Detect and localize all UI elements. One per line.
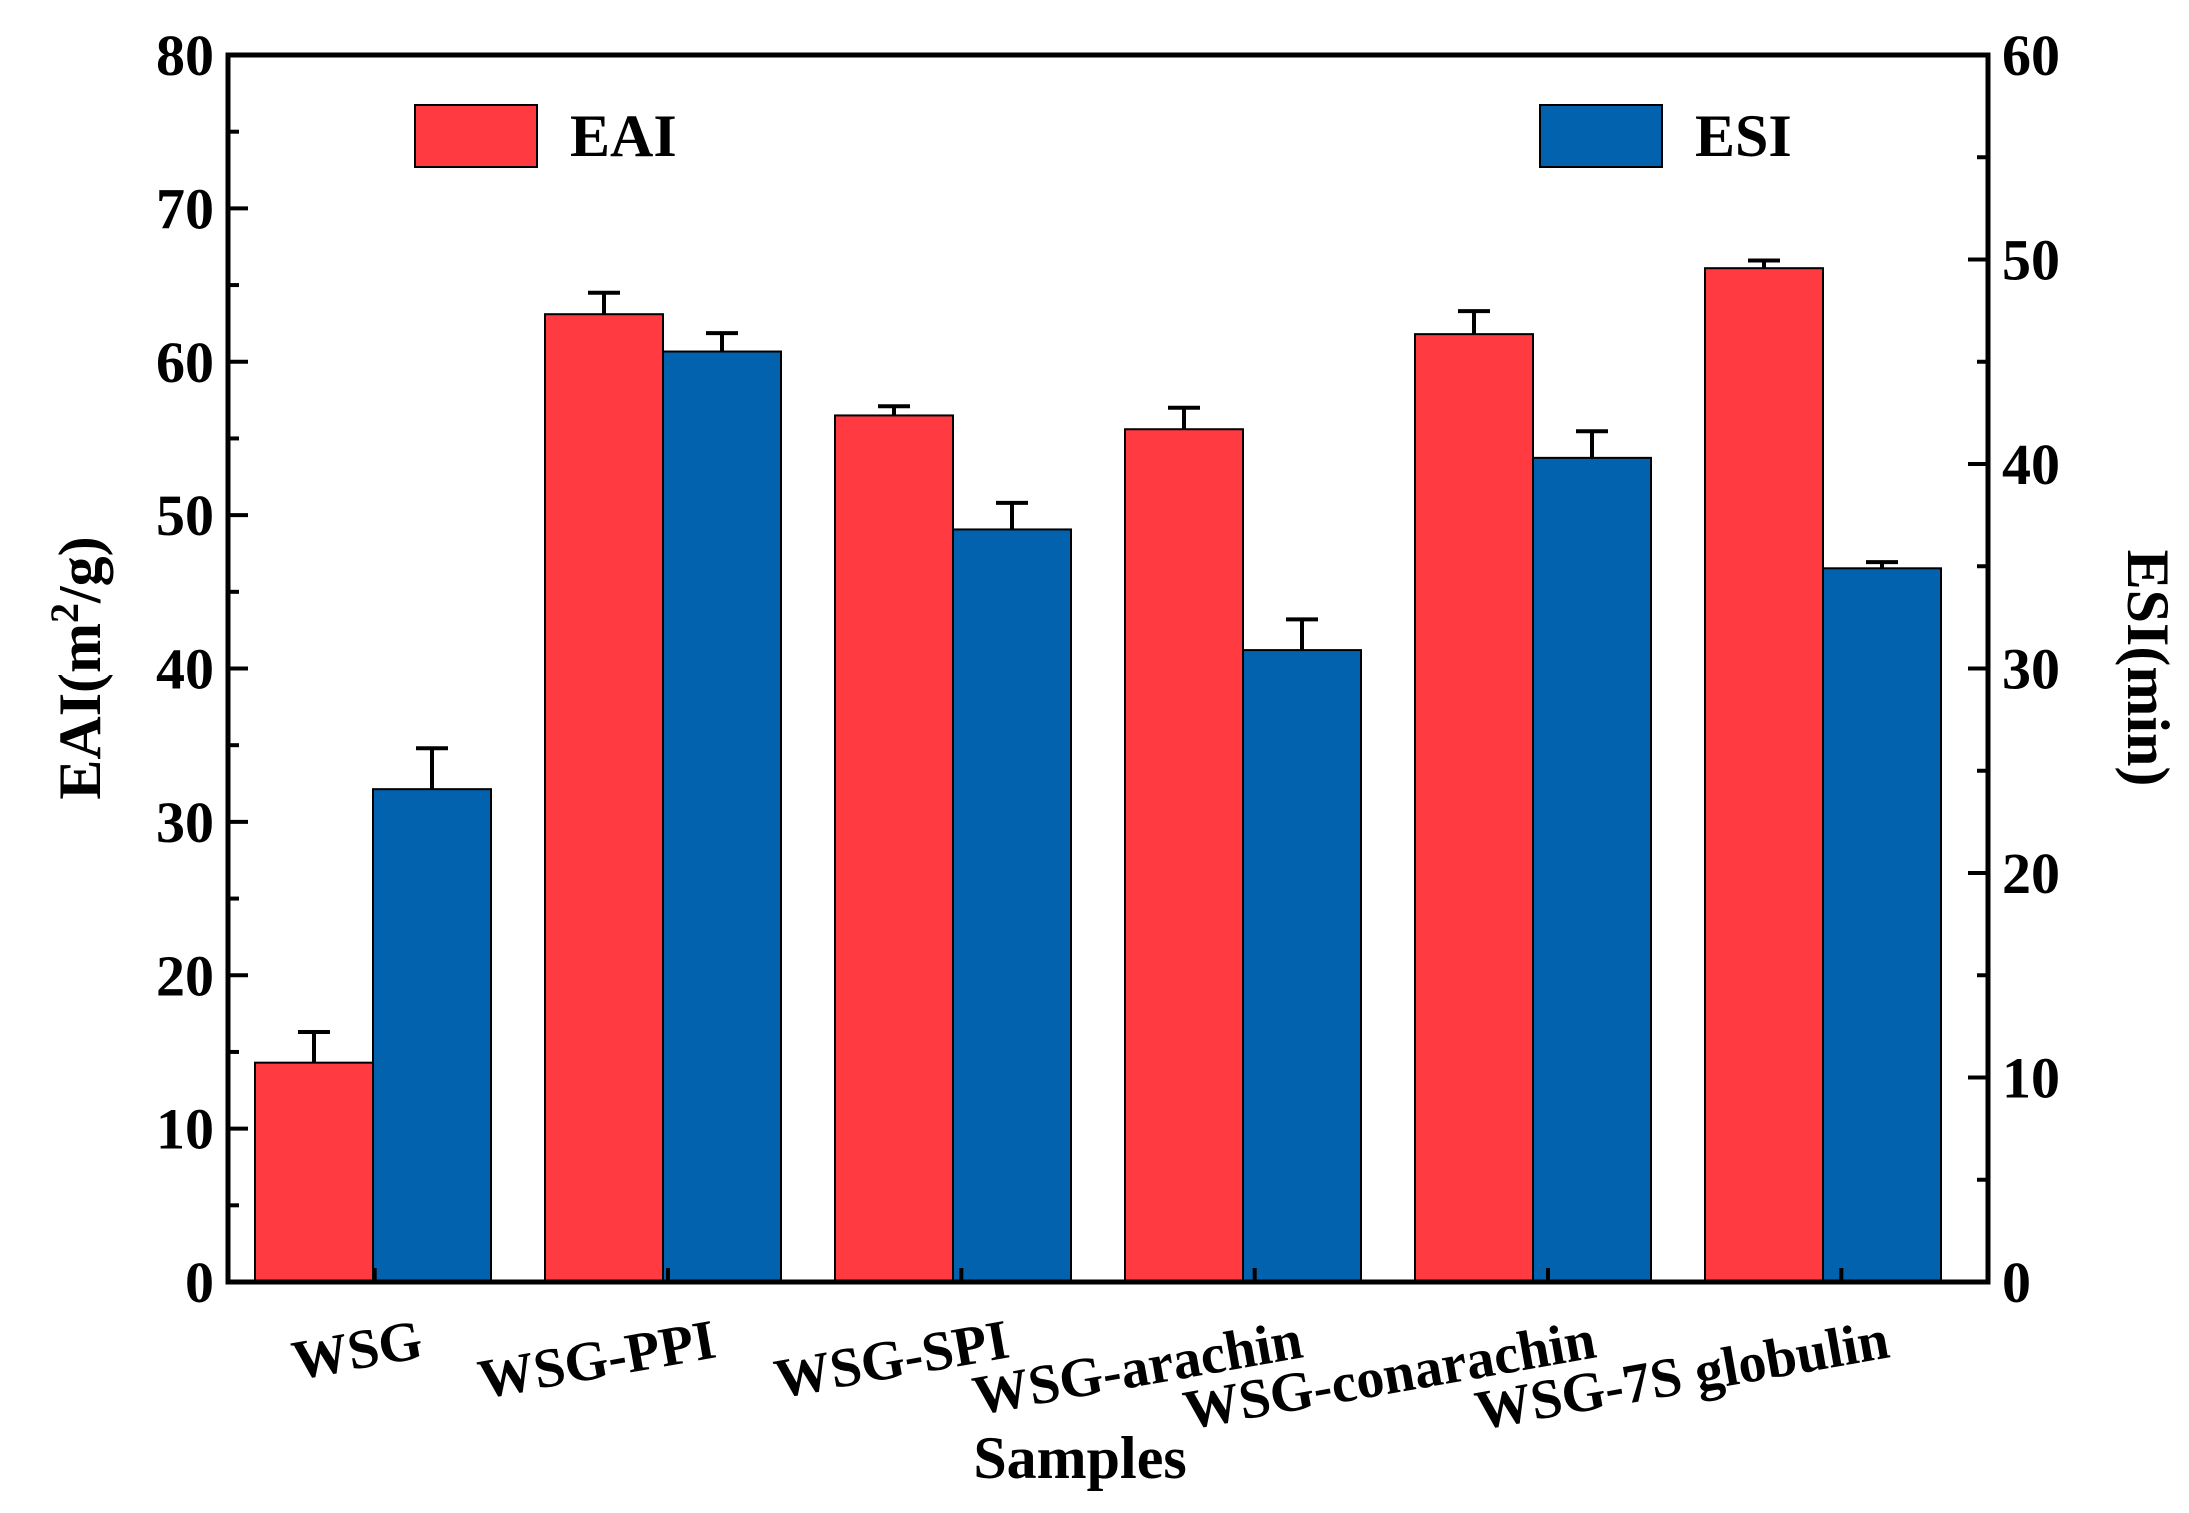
y-left-tick-label: 30 (156, 790, 214, 855)
legend-label-esi: ESI (1695, 103, 1792, 169)
x-category-label: WSG-PPI (474, 1309, 721, 1412)
error-bars-layer (298, 258, 1898, 1063)
bar-eai-5 (1414, 333, 1534, 1283)
error-bar-eai-3 (878, 404, 910, 416)
y-right-tick-label: 50 (2002, 228, 2060, 293)
error-bar-esi-6 (1866, 560, 1898, 569)
y-axis-right-title: ESI(min) (2115, 550, 2181, 787)
bar-esi-4 (1242, 649, 1362, 1283)
legend-label-eai: EAI (570, 103, 677, 169)
error-bar-eai-4 (1168, 405, 1200, 430)
y-right-tick-label: 20 (2002, 841, 2060, 906)
bar-esi-2 (662, 350, 782, 1283)
y-axis-left-title-sup: 2 (42, 603, 87, 623)
ticks-layer (228, 53, 1988, 1284)
bar-esi-3 (952, 528, 1072, 1283)
legend-swatch-eai (414, 104, 538, 168)
bars-layer (254, 267, 1942, 1284)
y-left-tick-label: 0 (185, 1250, 214, 1315)
y-right-tick-label: 40 (2002, 432, 2060, 497)
x-category-label: WSG (287, 1309, 426, 1393)
error-bar-eai-5 (1458, 309, 1490, 335)
y-right-tick-label: 30 (2002, 637, 2060, 702)
legend-swatch-esi (1539, 104, 1663, 168)
error-bar-eai-2 (588, 290, 620, 315)
y-left-tick-label: 10 (156, 1097, 214, 1162)
error-bar-eai-6 (1748, 258, 1780, 269)
y-left-tick-label: 60 (156, 330, 214, 395)
y-right-tick-label: 60 (2002, 23, 2060, 88)
y-axis-left-title: EAI(m2/g) (42, 536, 114, 799)
x-axis-title: Samples (973, 1425, 1186, 1491)
y-axis-left-title-base: EAI(m (47, 623, 113, 800)
error-bar-esi-1 (416, 746, 448, 790)
y-right-tick-label: 0 (2002, 1250, 2031, 1315)
bar-esi-1 (372, 788, 492, 1284)
error-bar-esi-5 (1576, 429, 1608, 458)
y-left-tick-label: 20 (156, 943, 214, 1008)
bar-eai-2 (544, 313, 664, 1283)
error-bar-esi-3 (996, 500, 1028, 530)
error-bar-eai-1 (298, 1029, 330, 1063)
bar-eai-1 (254, 1061, 374, 1283)
bar-esi-5 (1532, 456, 1652, 1283)
error-bar-esi-2 (706, 331, 738, 352)
y-left-tick-label: 40 (156, 637, 214, 702)
bar-esi-6 (1822, 567, 1942, 1283)
bar-eai-4 (1124, 428, 1244, 1283)
y-left-tick-label: 50 (156, 483, 214, 548)
y-left-tick-label: 70 (156, 176, 214, 241)
legend: EAI ESI (414, 103, 1792, 169)
error-bar-esi-4 (1286, 617, 1318, 651)
y-left-tick-label: 80 (156, 23, 214, 88)
bar-eai-3 (834, 414, 954, 1283)
y-right-tick-label: 10 (2002, 1046, 2060, 1111)
y-axis-left-title-tail: /g) (47, 536, 113, 604)
bar-eai-6 (1704, 267, 1824, 1284)
